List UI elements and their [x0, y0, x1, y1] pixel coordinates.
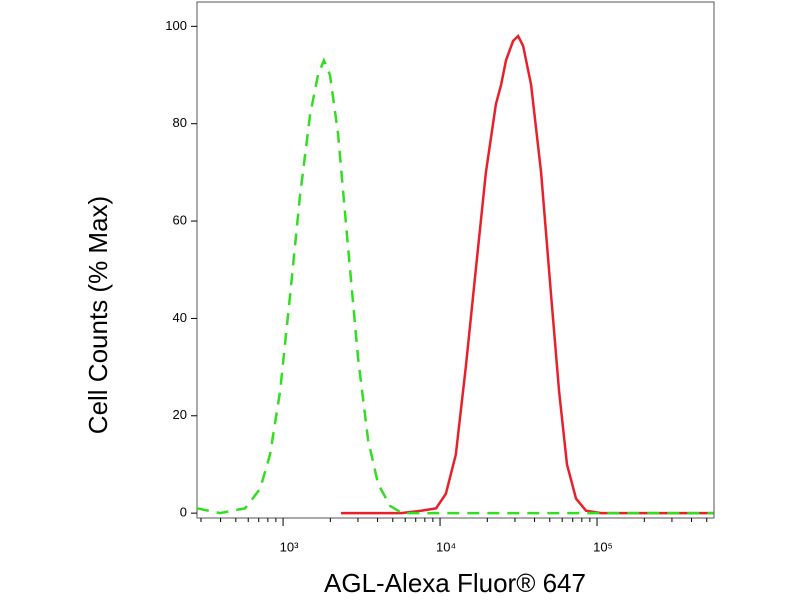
- y-tick-label: 100: [165, 18, 187, 33]
- x-tick-label: 10⁴: [436, 539, 456, 554]
- y-tick-label: 60: [173, 212, 187, 227]
- y-tick-label: 0: [180, 505, 187, 520]
- x-tick-label: 10⁵: [593, 539, 613, 554]
- plot-frame: [196, 1, 715, 519]
- histogram-line: [196, 57, 714, 515]
- y-axis-title: Cell Counts (% Max): [83, 196, 113, 434]
- histogram-line: [341, 34, 714, 515]
- y-tick-label: 20: [173, 407, 187, 422]
- y-tick-label: 80: [173, 115, 187, 130]
- x-axis-title: AGL-Alexa Fluor® 647: [324, 568, 586, 598]
- y-tick-label: 40: [173, 310, 187, 325]
- x-tick-label: 10³: [280, 539, 299, 554]
